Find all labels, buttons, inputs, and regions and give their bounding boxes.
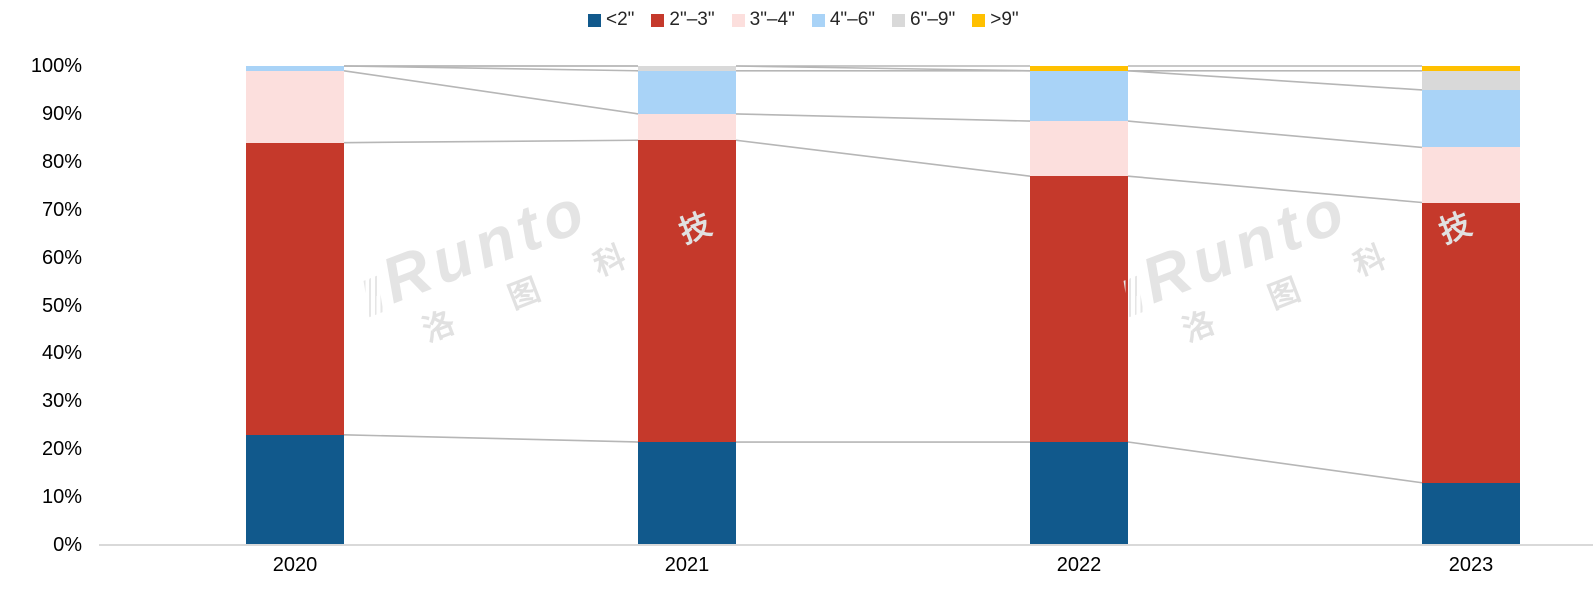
series-connector-line [343,65,639,72]
y-axis-tick-label: 30% [41,390,82,413]
series-connector-line [1127,120,1423,149]
bar-2022-series-2-segment [1030,121,1128,177]
bar-2021-series-1-segment [638,140,736,442]
legend: <2" 2"–3" 3"–4" 4"–6" 6"–9" >9" [588,9,1019,31]
legend-label: >9" [990,9,1019,30]
y-axis-tick-label: 20% [41,438,82,461]
legend-item-4: 6"–9" [892,9,955,31]
x-axis-tick-label: 2021 [664,554,710,576]
x-axis-line [99,544,1593,546]
bar-2023-series-5-segment [1422,66,1520,71]
bar-2023-series-3-segment [1422,89,1520,148]
legend-swatch-icon [588,13,601,27]
bar-2023-series-2-segment [1422,147,1520,203]
y-axis-tick-label: 80% [41,150,82,173]
y-axis-tick-label: 70% [41,198,82,221]
watermark-hatch-icon [363,275,384,318]
legend-item-1: 2"–3" [651,9,715,31]
legend-label: 4"–6" [829,9,876,30]
y-axis-tick-label: 90% [41,102,82,125]
legend-item-5: >9" [972,9,1019,31]
legend-item-3: 4"–6" [811,9,876,31]
legend-item-2: 3"–4" [731,9,795,31]
series-connector-line [343,139,639,144]
y-axis-tick-label: 60% [41,246,82,269]
bar-2021-series-3-segment [638,70,736,114]
series-connector-line [735,139,1031,177]
series-connector-line [343,434,639,443]
y-axis-tick-label: 100% [30,55,82,77]
x-axis-tick-label: 2022 [1056,554,1102,576]
y-axis-tick-label: 40% [41,342,82,365]
bar-2023-series-4-segment [1422,70,1520,90]
bar-2020-series-2-segment [246,70,344,143]
bar-2020-series-3-segment [246,66,344,71]
y-axis-tick-label: 0% [53,534,82,556]
legend-swatch-icon [811,13,825,27]
x-axis-tick-label: 2020 [272,554,318,576]
legend-label: <2" [606,9,635,30]
series-connector-line [343,69,639,115]
bar-2021-series-4-segment [638,66,736,71]
bar-2020-series-0-segment [246,434,344,545]
series-connector-line [1127,175,1423,204]
bar-2021-series-2-segment [638,113,736,141]
bar-2022-series-5-segment [1030,66,1128,71]
legend-swatch-icon [892,13,906,27]
series-connector-line [1127,69,1423,91]
bar-2023-series-1-segment [1422,202,1520,483]
series-connector-line [735,65,1031,72]
bar-2020-series-1-segment [246,142,344,435]
legend-item-0: <2" [588,9,634,31]
watermark-latin-text: Runto [1132,172,1359,317]
legend-swatch-icon [651,13,665,27]
x-axis-tick-label: 2023 [1448,554,1494,576]
watermark-latin-text: Runto [372,172,599,317]
y-axis-tick-label: 10% [41,486,82,509]
y-axis-tick-label: 50% [41,294,82,317]
legend-label: 2"–3" [669,9,715,30]
legend-label: 3"–4" [749,9,795,30]
legend-swatch-icon [731,13,745,27]
bar-2022-series-0-segment [1030,442,1128,545]
bar-2022-series-1-segment [1030,176,1128,442]
legend-label: 6"–9" [910,9,956,30]
bar-2023-series-0-segment [1422,482,1520,545]
bar-2022-series-3-segment [1030,70,1128,122]
series-connector-line [735,113,1031,122]
series-connector-line [1127,441,1423,484]
legend-swatch-icon [972,13,986,27]
bar-2021-series-0-segment [638,442,736,545]
